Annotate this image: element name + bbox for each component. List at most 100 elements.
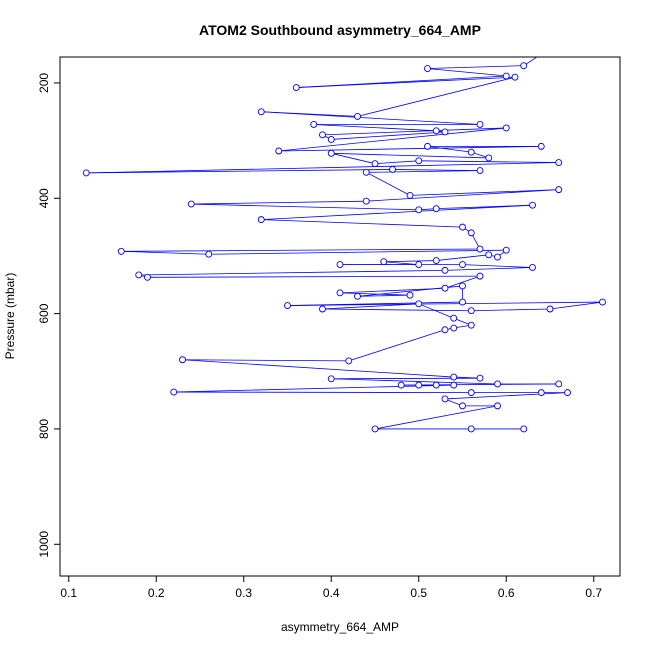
data-point [187, 200, 195, 208]
data-point [485, 251, 493, 259]
y-tick-label: 600 [37, 303, 51, 323]
series-line-segment [331, 131, 446, 140]
series-line-segment [348, 329, 446, 362]
x-tick-label: 0.7 [585, 586, 602, 600]
x-tick-label: 0.3 [235, 586, 252, 600]
data-point [599, 298, 606, 306]
series-line-segment [331, 152, 489, 159]
data-point [170, 388, 178, 396]
data-point [319, 131, 326, 139]
data-point [415, 206, 423, 214]
data-point [520, 425, 528, 433]
series-line-segment [418, 160, 559, 163]
data-point [467, 307, 475, 315]
data-point [275, 147, 283, 155]
data-point [354, 112, 361, 120]
data-point [441, 395, 449, 403]
data-point [205, 250, 213, 258]
data-point [354, 292, 361, 300]
data-point [537, 389, 545, 397]
data-point [284, 302, 291, 309]
data-point [257, 108, 265, 116]
data-point [432, 381, 440, 389]
series-line-segment [427, 68, 507, 77]
data-point [476, 272, 484, 280]
series-line-segment [182, 359, 454, 378]
series-line-segment [383, 261, 419, 265]
data-point [555, 380, 563, 388]
data-point [415, 300, 423, 308]
data-point [564, 389, 571, 397]
data-point [432, 205, 440, 213]
series-line-segment [366, 189, 559, 202]
data-point [144, 273, 151, 281]
series-line-segment [331, 378, 498, 385]
data-point [459, 282, 466, 290]
data-point [459, 298, 466, 306]
data-point [476, 374, 484, 382]
series-line-segment [523, 57, 538, 66]
data-point [415, 381, 423, 389]
data-point [467, 389, 475, 397]
data-point [371, 160, 379, 168]
series-line-segment [322, 127, 507, 136]
series-line-segment [322, 308, 472, 312]
data-point [327, 136, 335, 143]
data-point [415, 261, 423, 269]
series-line-segment [173, 384, 454, 393]
series-line-segment [357, 294, 411, 297]
data-point [336, 289, 344, 297]
series-line-segment [436, 254, 489, 261]
data-point [117, 247, 125, 255]
x-axis-label: asymmetry_664_AMP [281, 620, 399, 634]
data-point [179, 356, 186, 364]
series-line-segment [261, 219, 463, 228]
series-line-segment [392, 169, 481, 171]
data-point [450, 324, 458, 332]
data-point [406, 291, 414, 299]
series-line-segment [208, 249, 507, 255]
data-point [135, 271, 143, 279]
data-point [406, 191, 414, 199]
data-point [502, 124, 510, 132]
data-point [415, 157, 423, 165]
data-point [494, 253, 501, 261]
series-line-segment [444, 267, 533, 271]
data-point [502, 72, 510, 80]
series-line-segment [383, 260, 437, 263]
data-point [380, 258, 388, 266]
series-line-segment [173, 391, 472, 394]
data-point [450, 314, 458, 322]
data-point [555, 159, 563, 166]
series-line-segment [121, 250, 209, 255]
data-point [502, 246, 510, 254]
data-point [319, 305, 326, 313]
data-point [389, 165, 396, 173]
data-point [327, 149, 335, 157]
x-tick-label: 0.2 [148, 586, 165, 600]
data-point [520, 62, 528, 70]
series-line-segment [444, 392, 568, 400]
series-line-segment [86, 169, 393, 174]
y-tick-label: 800 [37, 419, 51, 439]
series-line-segment [147, 275, 481, 278]
plot-frame [59, 56, 621, 577]
data-point [441, 326, 449, 334]
data-point [327, 375, 335, 383]
y-tick-label: 400 [37, 188, 51, 208]
series-line-segment [409, 189, 559, 196]
data-point [432, 257, 440, 265]
series-line-segment [278, 127, 507, 152]
data-point [441, 128, 449, 136]
series-line-segment [331, 152, 376, 165]
series-line-segment [339, 292, 411, 296]
data-point [424, 65, 431, 72]
data-point [485, 154, 493, 162]
data-point [494, 380, 501, 388]
data-point [362, 197, 370, 205]
data-point [467, 229, 475, 237]
data-point [397, 381, 405, 389]
data-point [292, 84, 300, 92]
